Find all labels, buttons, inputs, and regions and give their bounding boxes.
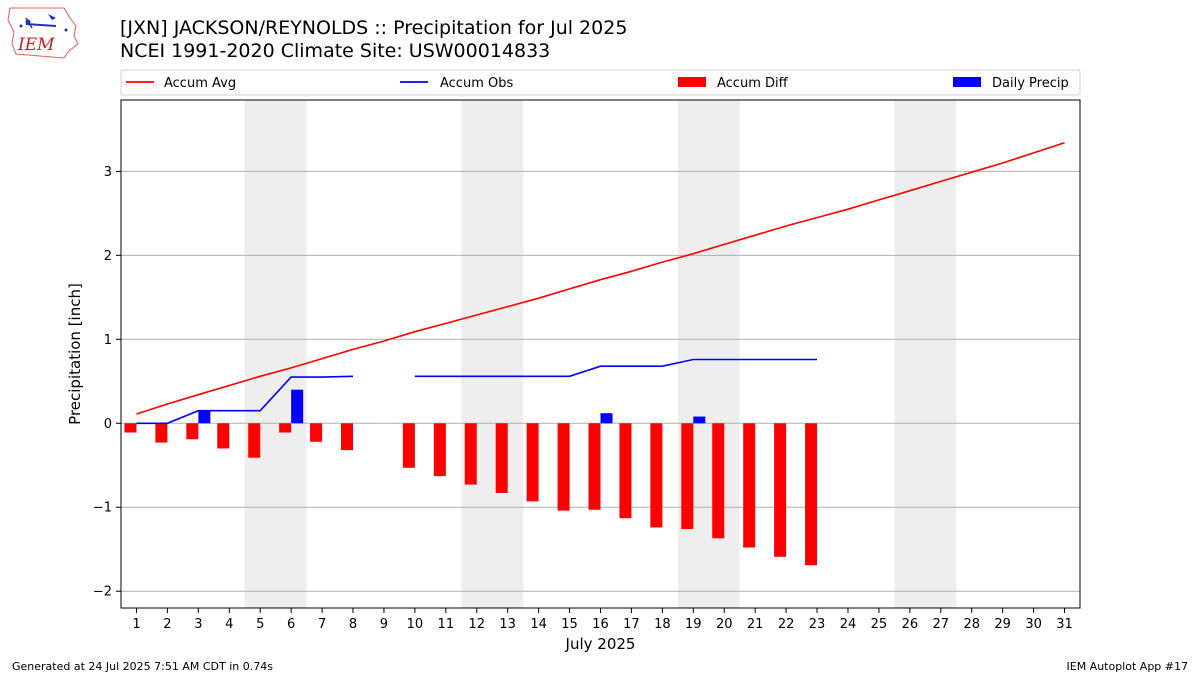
x-tick-label: 9 (380, 617, 388, 632)
accum-diff-bar (124, 423, 137, 433)
weekend-shade (677, 100, 740, 608)
x-tick-label: 19 (685, 617, 702, 632)
x-tick-label: 4 (225, 617, 233, 632)
accum-diff-bar (526, 423, 539, 502)
x-tick-label: 3 (194, 617, 202, 632)
accum-avg-line (136, 142, 1065, 415)
x-tick-label: 28 (963, 617, 980, 632)
x-tick-label: 21 (747, 617, 764, 632)
x-tick-label: 16 (592, 617, 609, 632)
x-tick-label: 30 (1025, 617, 1042, 632)
accum-diff-bar (557, 423, 570, 511)
accum-diff-bar (402, 423, 415, 468)
x-tick-label: 18 (654, 617, 671, 632)
legend-label: Accum Obs (440, 76, 513, 91)
accum-diff-bar (681, 423, 694, 530)
daily-precip-bar (198, 410, 211, 424)
legend-label: Accum Avg (164, 76, 236, 91)
accum-diff-bar (248, 423, 261, 458)
y-tick-label: 3 (104, 165, 112, 180)
legend-swatch (953, 77, 981, 87)
accum-diff-bar (155, 423, 168, 443)
accum-diff-bar (712, 423, 725, 539)
daily-precip-bar (600, 413, 613, 424)
legend-label: Daily Precip (992, 76, 1069, 91)
x-tick-label: 22 (778, 617, 795, 632)
accum-diff-bar (619, 423, 632, 519)
y-axis-label: Precipitation [inch] (66, 283, 84, 425)
iem-logo: IEM (7, 7, 79, 59)
weekend-shade (244, 100, 307, 608)
y-tick-label: 1 (104, 333, 112, 348)
x-tick-label: 25 (871, 617, 888, 632)
x-tick-label: 26 (902, 617, 919, 632)
x-tick-label: 29 (994, 617, 1011, 632)
x-tick-label: 12 (468, 617, 485, 632)
x-tick-label: 2 (163, 617, 171, 632)
accum-diff-bar (217, 423, 230, 449)
x-tick-label: 27 (933, 617, 950, 632)
logo-text: IEM (17, 35, 55, 55)
plot-frame (120, 99, 1081, 609)
chart-subtitle: NCEI 1991-2020 Climate Site: USW00014833 (120, 40, 551, 62)
x-tick-label: 6 (287, 617, 295, 632)
accum-diff-bar (495, 423, 508, 493)
y-tick-label: −2 (93, 585, 112, 600)
legend-label: Accum Diff (717, 76, 789, 91)
accum-diff-bar (805, 423, 818, 566)
accum-diff-bar (774, 423, 787, 557)
x-tick-label: 31 (1056, 617, 1073, 632)
y-tick-label: −1 (93, 501, 112, 516)
legend-box (120, 69, 1081, 96)
x-tick-label: 8 (349, 617, 357, 632)
legend-swatch (678, 77, 706, 87)
accum-obs-line (414, 358, 817, 378)
chart-title: [JXN] JACKSON/REYNOLDS :: Precipitation … (120, 17, 628, 39)
x-tick-label: 15 (561, 617, 578, 632)
x-tick-label: 17 (623, 617, 640, 632)
accum-diff-bar (743, 423, 756, 548)
weekend-shade (461, 100, 524, 608)
x-tick-label: 5 (256, 617, 264, 632)
daily-precip-bar (291, 389, 304, 424)
y-tick-label: 0 (104, 417, 112, 432)
x-tick-label: 1 (132, 617, 140, 632)
weekend-shade (894, 100, 957, 608)
x-tick-label: 20 (716, 617, 733, 632)
daily-precip-bar (693, 416, 706, 424)
accum-diff-bar (588, 423, 601, 510)
accum-diff-bar (310, 423, 323, 442)
accum-diff-bar (433, 423, 446, 477)
x-axis-label: July 2025 (565, 635, 636, 653)
app-label: IEM Autoplot App #17 (1066, 660, 1189, 673)
x-tick-label: 10 (407, 617, 424, 632)
x-tick-label: 7 (318, 617, 326, 632)
accum-diff-bar (464, 423, 477, 485)
x-tick-label: 23 (809, 617, 826, 632)
x-tick-label: 11 (438, 617, 455, 632)
generated-timestamp: Generated at 24 Jul 2025 7:51 AM CDT in … (12, 660, 273, 673)
x-tick-label: 24 (840, 617, 857, 632)
accum-diff-bar (279, 423, 292, 433)
accum-diff-bar (341, 423, 354, 451)
x-tick-label: 14 (530, 617, 547, 632)
accum-obs-line (136, 375, 354, 425)
x-tick-label: 13 (499, 617, 516, 632)
accum-diff-bar (186, 423, 199, 440)
y-tick-label: 2 (104, 249, 112, 264)
accum-diff-bar (650, 423, 663, 528)
